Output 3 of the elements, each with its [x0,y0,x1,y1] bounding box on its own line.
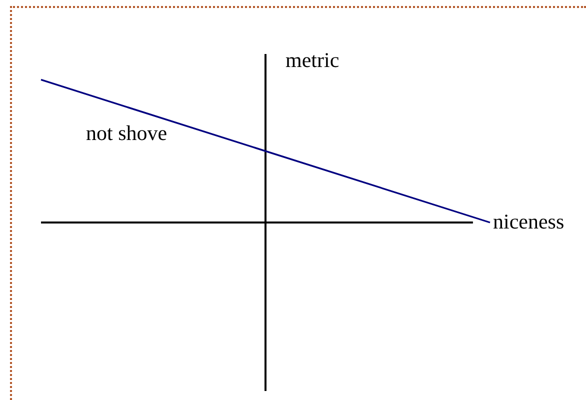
x-axis-title: niceness [493,210,564,234]
annotation: not shove [86,121,168,145]
y-axis-title: metric [286,48,340,72]
